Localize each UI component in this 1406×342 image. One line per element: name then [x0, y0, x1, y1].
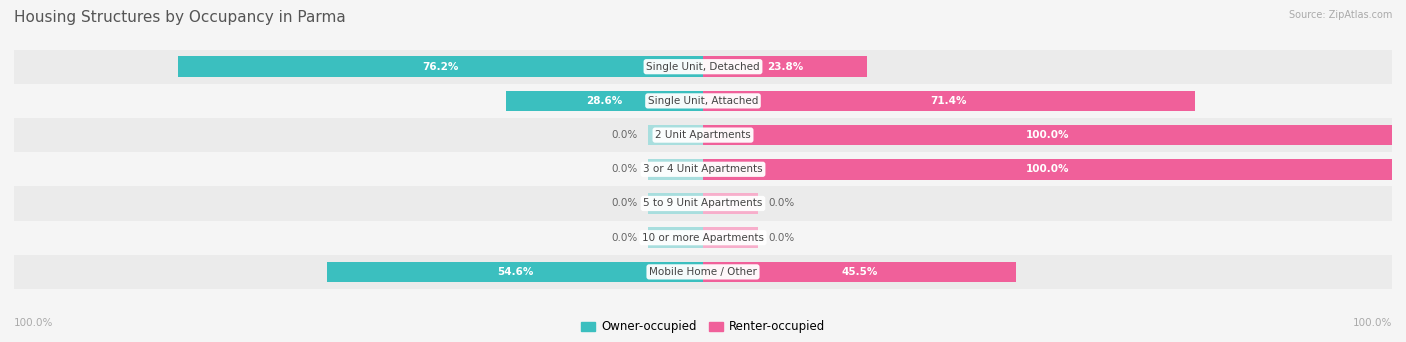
- Text: 0.0%: 0.0%: [612, 233, 637, 243]
- Text: 10 or more Apartments: 10 or more Apartments: [643, 233, 763, 243]
- Text: 100.0%: 100.0%: [1026, 130, 1069, 140]
- Text: 76.2%: 76.2%: [422, 62, 458, 72]
- Bar: [703, 91, 1195, 111]
- Text: 0.0%: 0.0%: [769, 198, 794, 209]
- Text: 100.0%: 100.0%: [1026, 164, 1069, 174]
- Text: 28.6%: 28.6%: [586, 96, 623, 106]
- Text: 5 to 9 Unit Apartments: 5 to 9 Unit Apartments: [644, 198, 762, 209]
- Text: Single Unit, Detached: Single Unit, Detached: [647, 62, 759, 72]
- Bar: [703, 193, 758, 214]
- Bar: [703, 227, 758, 248]
- Text: Source: ZipAtlas.com: Source: ZipAtlas.com: [1288, 10, 1392, 20]
- Text: 100.0%: 100.0%: [1353, 318, 1392, 328]
- Bar: [703, 262, 1017, 282]
- Bar: [179, 56, 703, 77]
- Bar: [14, 118, 1392, 152]
- Text: Mobile Home / Other: Mobile Home / Other: [650, 267, 756, 277]
- Bar: [14, 221, 1392, 255]
- Text: 2 Unit Apartments: 2 Unit Apartments: [655, 130, 751, 140]
- Bar: [14, 186, 1392, 221]
- Bar: [648, 193, 703, 214]
- Bar: [703, 159, 1392, 180]
- Text: 0.0%: 0.0%: [612, 198, 637, 209]
- Bar: [14, 152, 1392, 186]
- Text: 54.6%: 54.6%: [496, 267, 533, 277]
- Text: 0.0%: 0.0%: [612, 164, 637, 174]
- Bar: [326, 262, 703, 282]
- Bar: [506, 91, 703, 111]
- Text: 100.0%: 100.0%: [14, 318, 53, 328]
- Text: 45.5%: 45.5%: [842, 267, 877, 277]
- Text: 3 or 4 Unit Apartments: 3 or 4 Unit Apartments: [643, 164, 763, 174]
- Bar: [14, 84, 1392, 118]
- Legend: Owner-occupied, Renter-occupied: Owner-occupied, Renter-occupied: [576, 316, 830, 338]
- Text: 71.4%: 71.4%: [931, 96, 967, 106]
- Text: 23.8%: 23.8%: [766, 62, 803, 72]
- Text: Single Unit, Attached: Single Unit, Attached: [648, 96, 758, 106]
- Text: Housing Structures by Occupancy in Parma: Housing Structures by Occupancy in Parma: [14, 10, 346, 25]
- Bar: [703, 56, 868, 77]
- Bar: [14, 255, 1392, 289]
- Bar: [648, 159, 703, 180]
- Bar: [703, 125, 1392, 145]
- Text: 0.0%: 0.0%: [769, 233, 794, 243]
- Bar: [648, 227, 703, 248]
- Bar: [14, 50, 1392, 84]
- Bar: [648, 125, 703, 145]
- Text: 0.0%: 0.0%: [612, 130, 637, 140]
